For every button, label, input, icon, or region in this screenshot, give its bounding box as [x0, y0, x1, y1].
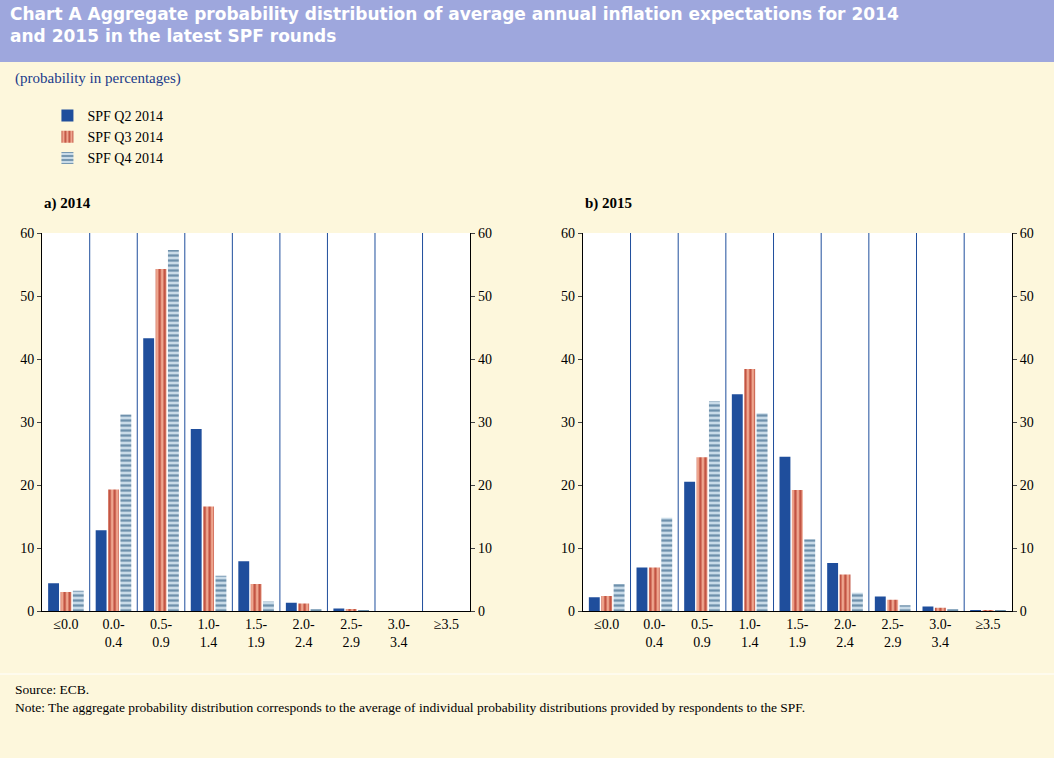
svg-text:SPF Q4 2014: SPF Q4 2014: [87, 151, 162, 166]
svg-text:20: 20: [561, 478, 575, 493]
svg-text:50: 50: [1020, 289, 1034, 304]
svg-text:0: 0: [478, 604, 485, 619]
svg-text:10: 10: [478, 541, 492, 556]
svg-text:60: 60: [1020, 226, 1034, 241]
svg-text:≤0.0: ≤0.0: [594, 617, 619, 632]
svg-text:≥3.5: ≥3.5: [975, 617, 1000, 632]
svg-text:0.5-0.9: 0.5-0.9: [691, 617, 714, 650]
svg-text:40: 40: [20, 352, 34, 367]
svg-text:1.0-1.4: 1.0-1.4: [739, 617, 762, 650]
svg-text:1.0-1.4: 1.0-1.4: [197, 617, 220, 650]
svg-text:a) 2014: a) 2014: [44, 195, 91, 212]
svg-text:20: 20: [20, 478, 34, 493]
svg-text:40: 40: [478, 352, 492, 367]
svg-text:60: 60: [561, 226, 575, 241]
svg-text:30: 30: [1020, 415, 1034, 430]
svg-text:10: 10: [1020, 541, 1034, 556]
svg-text:60: 60: [478, 226, 492, 241]
svg-text:50: 50: [561, 289, 575, 304]
svg-text:0.0-0.4: 0.0-0.4: [102, 617, 125, 650]
svg-text:2.5-2.9: 2.5-2.9: [882, 617, 905, 650]
svg-text:Chart A Aggregate probability: Chart A Aggregate probability distributi…: [10, 4, 899, 46]
svg-text:2.0-2.4: 2.0-2.4: [834, 617, 857, 650]
svg-text:0: 0: [568, 604, 575, 619]
svg-text:3.0-3.4: 3.0-3.4: [388, 617, 411, 650]
svg-text:(probability in percentages): (probability in percentages): [15, 70, 181, 87]
svg-text:10: 10: [20, 541, 34, 556]
svg-text:2.5-2.9: 2.5-2.9: [340, 617, 363, 650]
svg-text:0: 0: [27, 604, 34, 619]
svg-text:2.0-2.4: 2.0-2.4: [293, 617, 316, 650]
svg-text:0.0-0.4: 0.0-0.4: [643, 617, 666, 650]
svg-text:40: 40: [1020, 352, 1034, 367]
svg-text:60: 60: [20, 226, 34, 241]
svg-text:20: 20: [1020, 478, 1034, 493]
svg-text:3.0-3.4: 3.0-3.4: [929, 617, 952, 650]
svg-text:0: 0: [1020, 604, 1027, 619]
svg-text:b) 2015: b) 2015: [585, 195, 632, 212]
svg-text:SPF Q2 2014: SPF Q2 2014: [87, 109, 162, 124]
svg-text:Source: ECB.Note: The aggregat: Source: ECB.Note: The aggregate probabil…: [15, 682, 805, 715]
svg-text:40: 40: [561, 352, 575, 367]
svg-text:10: 10: [561, 541, 575, 556]
svg-text:≤0.0: ≤0.0: [53, 617, 78, 632]
svg-text:30: 30: [20, 415, 34, 430]
svg-text:50: 50: [20, 289, 34, 304]
svg-text:50: 50: [478, 289, 492, 304]
svg-text:30: 30: [478, 415, 492, 430]
svg-text:≥3.5: ≥3.5: [434, 617, 459, 632]
svg-text:20: 20: [478, 478, 492, 493]
svg-text:1.5-1.9: 1.5-1.9: [786, 617, 809, 650]
svg-text:0.5-0.9: 0.5-0.9: [150, 617, 173, 650]
svg-text:1.5-1.9: 1.5-1.9: [245, 617, 268, 650]
svg-text:30: 30: [561, 415, 575, 430]
svg-text:SPF Q3 2014: SPF Q3 2014: [87, 130, 162, 145]
